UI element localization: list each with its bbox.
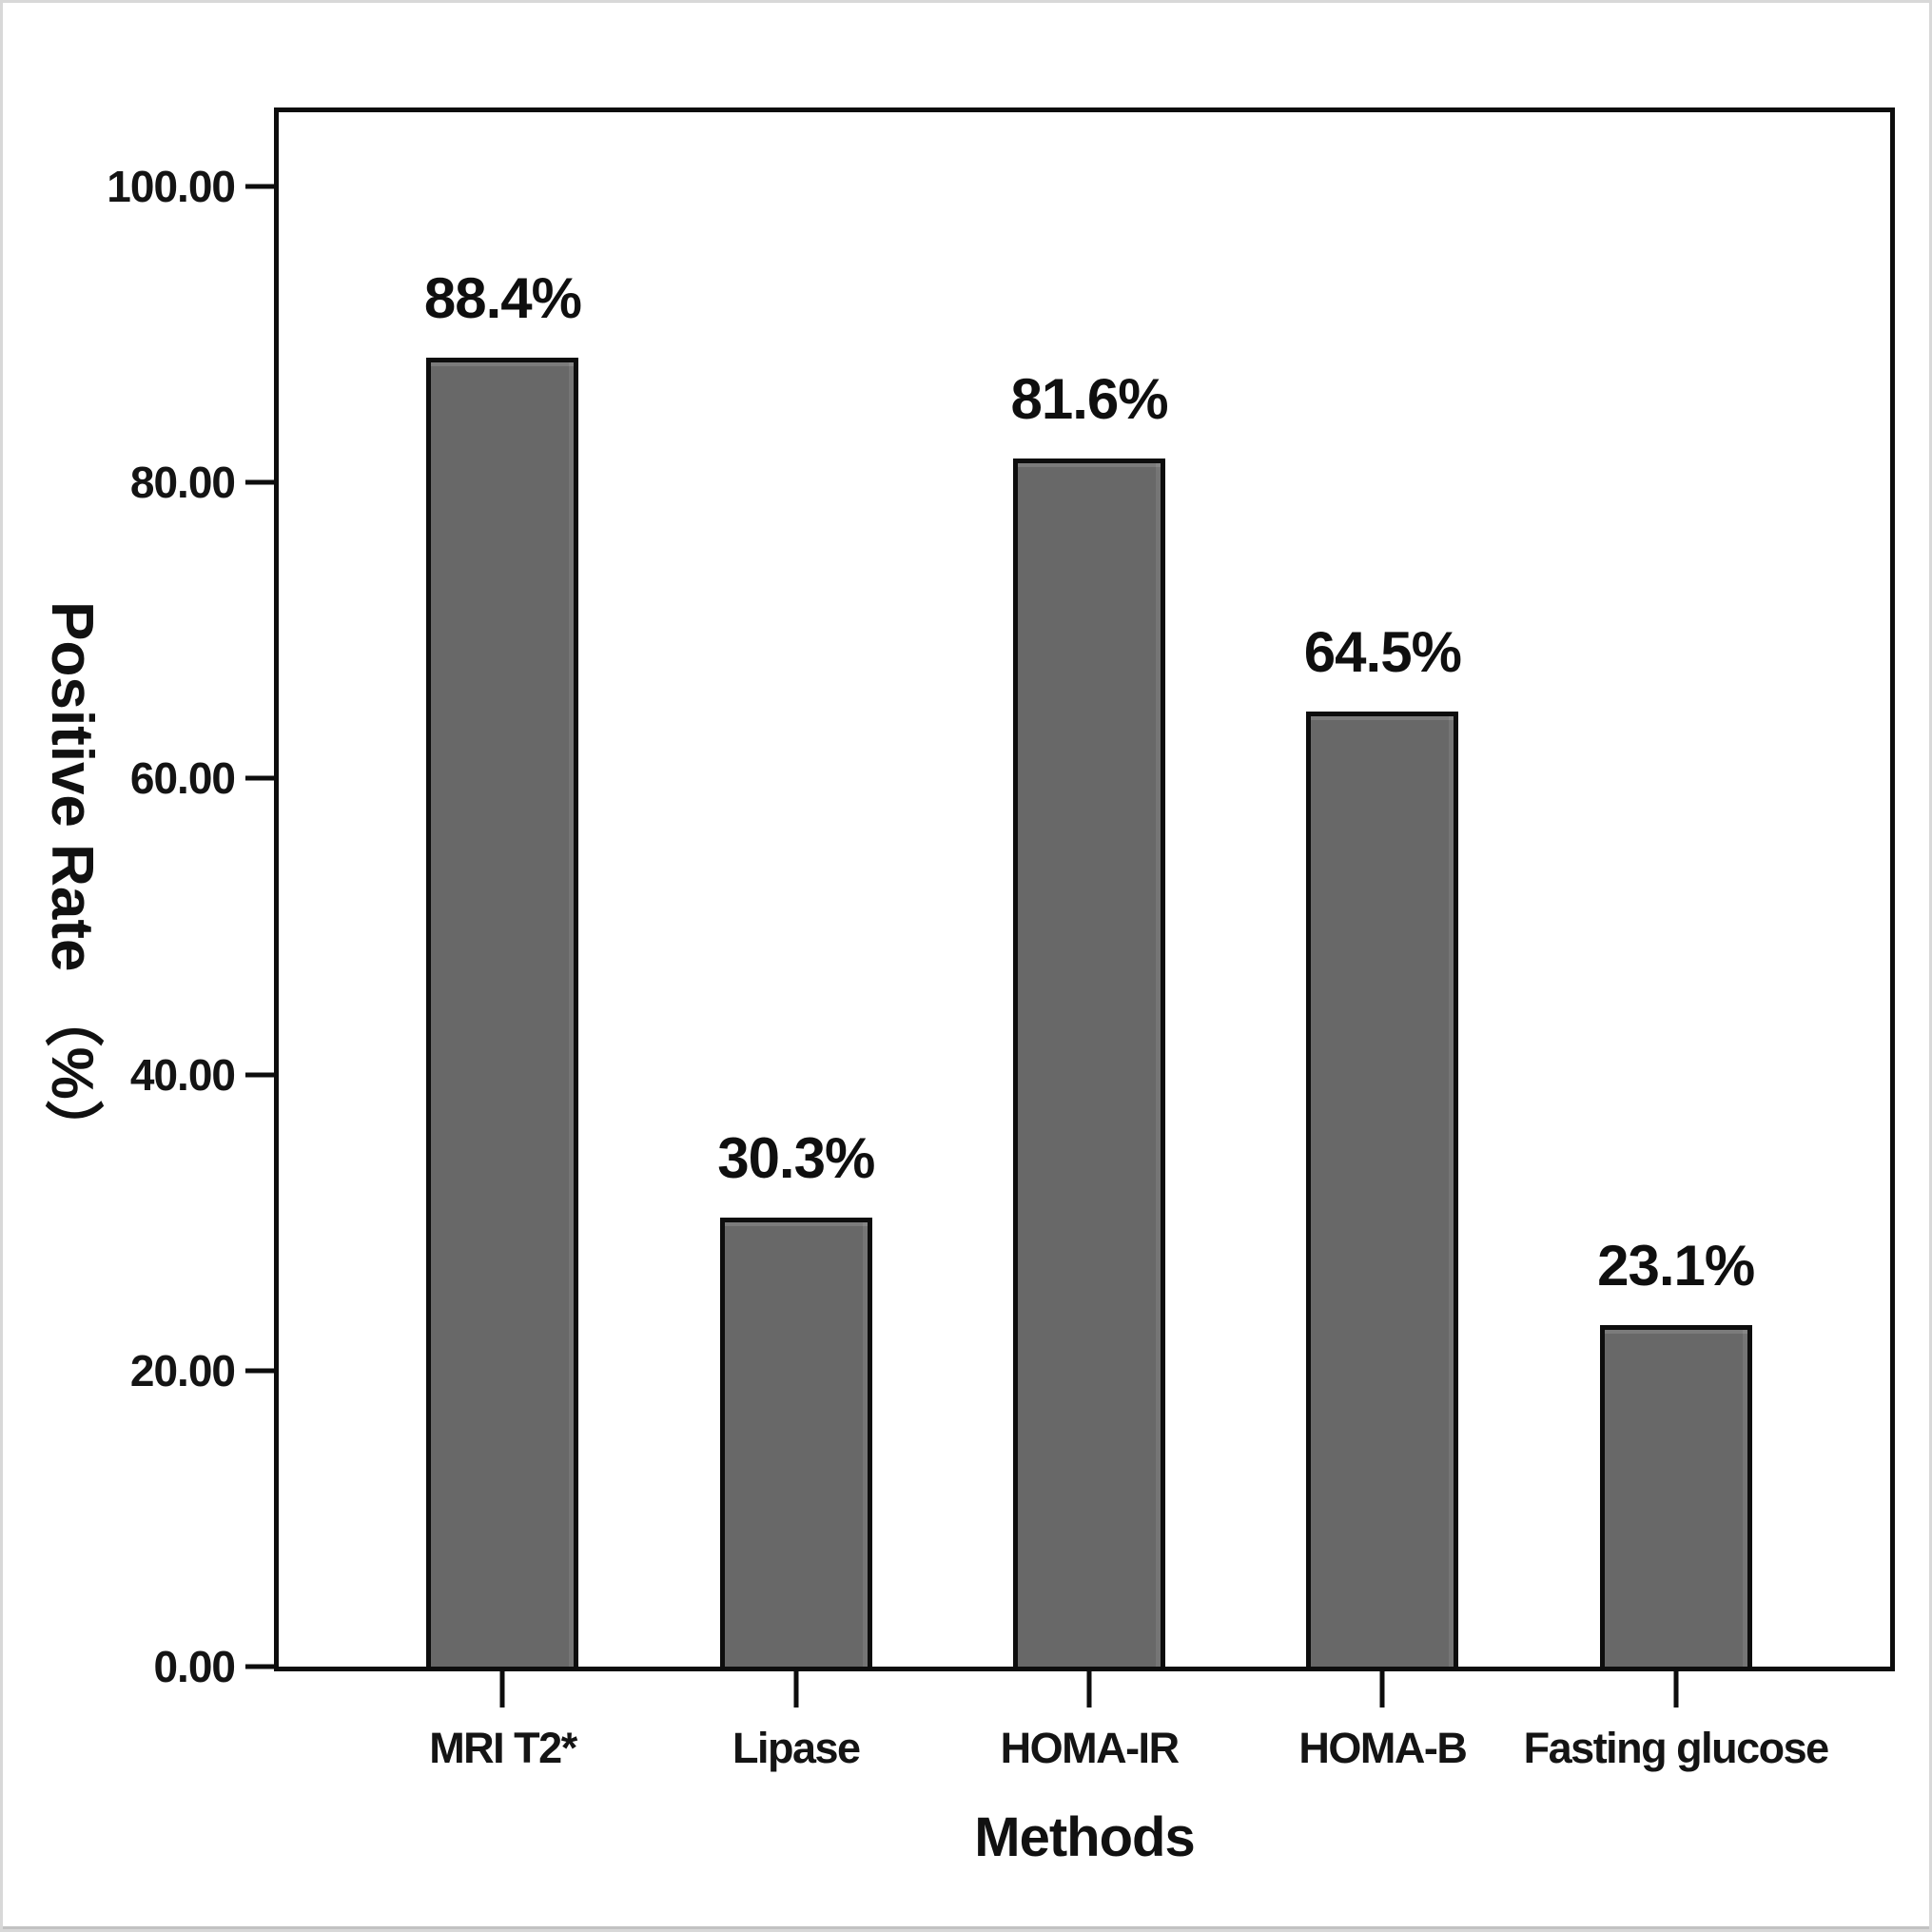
bar bbox=[1599, 1324, 1752, 1667]
x-axis-tick-label: HOMA-B bbox=[1298, 1724, 1467, 1772]
bar bbox=[426, 358, 579, 1667]
bar-value-label: 64.5% bbox=[1303, 620, 1462, 685]
y-axis-tick-label: 0.00 bbox=[153, 1642, 236, 1691]
x-tick-mark bbox=[499, 1671, 505, 1708]
y-tick-mark bbox=[245, 1664, 274, 1669]
x-tick-mark bbox=[1379, 1671, 1385, 1708]
x-axis-tick-label: MRI T2* bbox=[429, 1724, 577, 1772]
y-axis-title: Positive Rate （%） bbox=[39, 601, 105, 1159]
x-axis-tick-label: Fasting glucose bbox=[1523, 1724, 1830, 1772]
bar-value-label: 88.4% bbox=[423, 266, 582, 331]
bar bbox=[1306, 712, 1459, 1667]
y-axis-tick-label: 40.00 bbox=[129, 1049, 236, 1100]
y-axis-tick-label: 60.00 bbox=[129, 753, 236, 804]
y-tick-mark bbox=[245, 775, 274, 781]
x-tick-mark bbox=[1673, 1671, 1679, 1708]
x-tick-mark bbox=[793, 1671, 799, 1708]
plot-area: Methods 0.00 20.00 40.00 60.00 80.00 100.00 88… bbox=[107, 107, 1895, 1868]
x-tick-mark bbox=[1086, 1671, 1092, 1708]
bar bbox=[719, 1218, 872, 1667]
bar-value-label: 81.6% bbox=[1010, 367, 1169, 432]
y-tick-mark bbox=[245, 184, 274, 189]
bar-value-label: 23.1% bbox=[1597, 1233, 1755, 1298]
y-tick-mark bbox=[245, 479, 274, 485]
y-axis-tick-label: 20.00 bbox=[129, 1345, 236, 1395]
x-axis-tick-label: Lipase bbox=[732, 1724, 861, 1772]
x-axis-tick-label: HOMA-IR bbox=[1000, 1724, 1180, 1772]
y-axis-tick-label: 80.00 bbox=[129, 458, 236, 508]
y-tick-mark bbox=[245, 1072, 274, 1078]
bar-value-label: 30.3% bbox=[717, 1126, 875, 1191]
bar bbox=[1013, 459, 1166, 1667]
x-axis-title: Methods bbox=[974, 1806, 1195, 1868]
y-tick-mark bbox=[245, 1368, 274, 1374]
y-axis-tick-label: 100.00 bbox=[107, 161, 236, 211]
